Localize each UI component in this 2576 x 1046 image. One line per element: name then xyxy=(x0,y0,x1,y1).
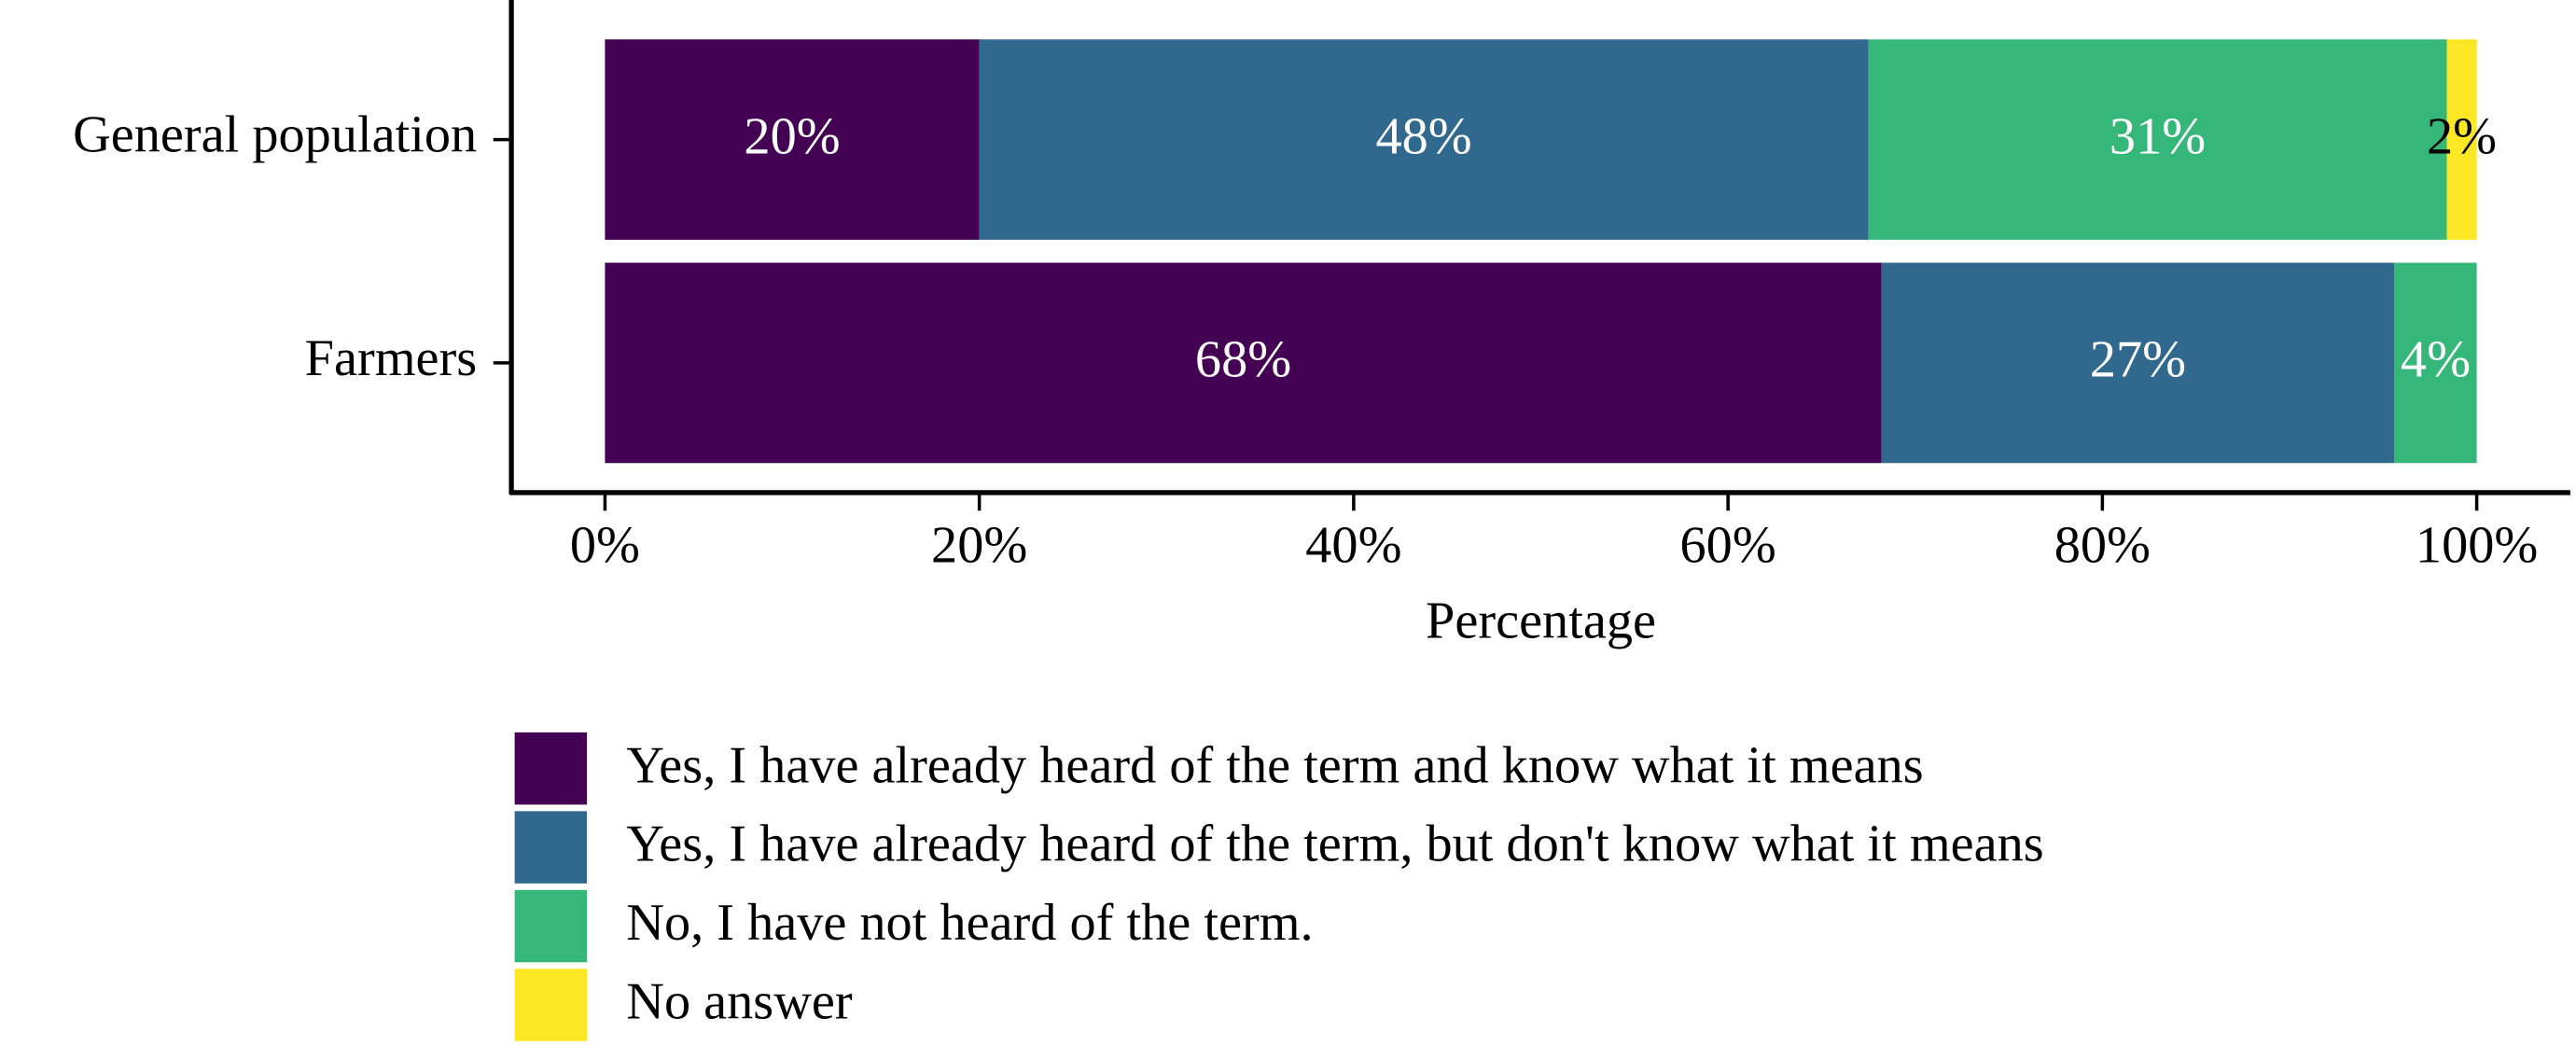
bar-segment xyxy=(1881,262,2395,464)
bar-segment xyxy=(2394,262,2477,464)
value-label: 31% xyxy=(2110,107,2206,165)
x-tick-label: 100% xyxy=(2416,516,2538,574)
bar-segment xyxy=(605,39,980,240)
x-tick-label: 40% xyxy=(1305,516,1401,574)
value-label: 20% xyxy=(744,107,840,165)
value-label: 68% xyxy=(1195,331,1291,389)
bar-segment xyxy=(605,262,1882,464)
value-label: 27% xyxy=(2090,331,2186,389)
bar-segment xyxy=(979,39,1869,240)
x-axis-label: Percentage xyxy=(1426,592,1656,649)
x-tick-label: 20% xyxy=(931,516,1027,574)
legend-label: No answer xyxy=(626,973,853,1031)
value-label: 4% xyxy=(2401,331,2471,389)
value-label: 2% xyxy=(2427,107,2497,165)
legend-label: Yes, I have already heard of the term an… xyxy=(626,736,1923,794)
legend-swatch xyxy=(514,889,588,963)
legend-swatch xyxy=(514,811,588,884)
value-label: 48% xyxy=(1376,107,1472,165)
legend-label: Yes, I have already heard of the term, b… xyxy=(626,816,2043,873)
legend-swatch xyxy=(514,732,588,805)
x-tick-label: 60% xyxy=(1680,516,1776,574)
x-tick-label: 0% xyxy=(570,516,640,574)
bar-segment xyxy=(2446,39,2477,240)
x-tick-label: 80% xyxy=(2054,516,2151,574)
legend-label: No, I have not heard of the term. xyxy=(626,894,1313,952)
legend-swatch xyxy=(514,969,588,1041)
bar-segment xyxy=(1868,39,2447,240)
y-tick-label: General population xyxy=(73,106,477,164)
y-tick-label: Farmers xyxy=(305,329,477,387)
